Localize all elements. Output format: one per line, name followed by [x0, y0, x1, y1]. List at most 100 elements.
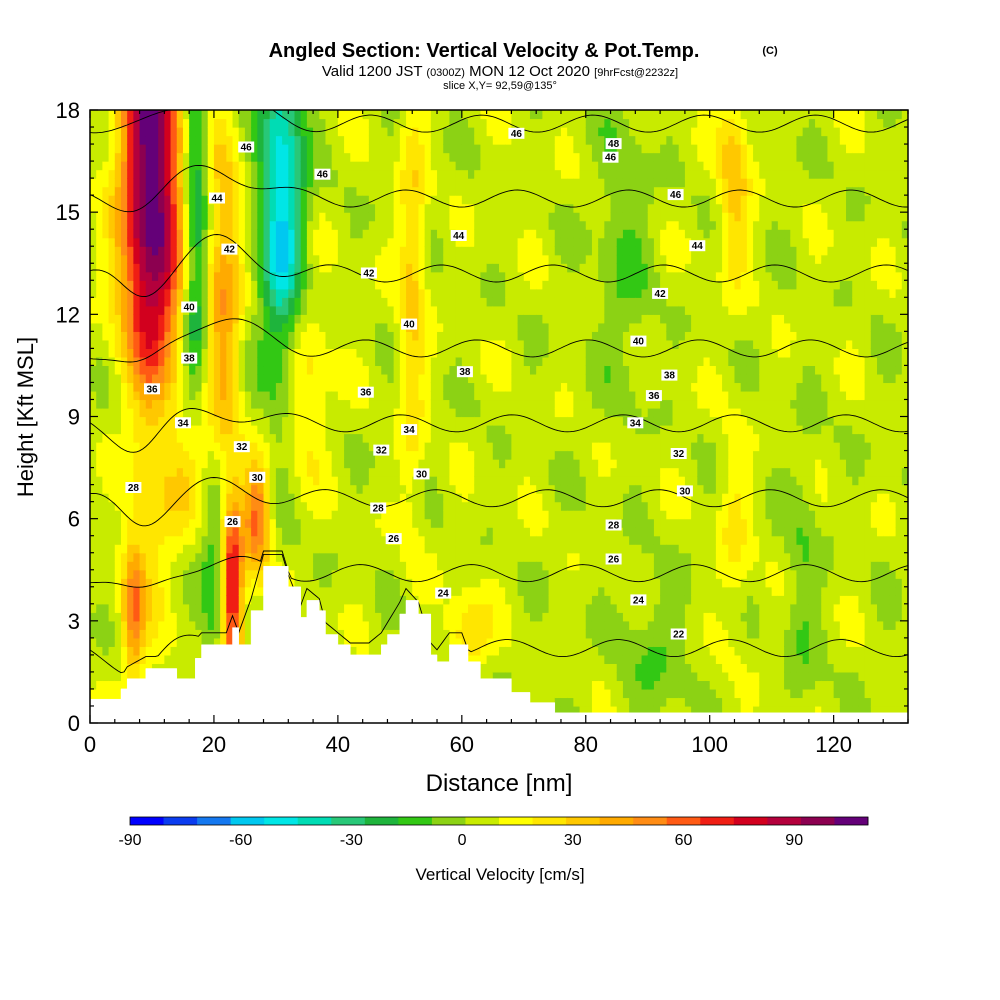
- velocity-cell: [213, 322, 221, 332]
- velocity-cell: [424, 348, 432, 358]
- velocity-cell: [238, 118, 246, 128]
- velocity-cell: [269, 161, 277, 171]
- velocity-cell: [505, 459, 512, 469]
- velocity-cell: [344, 612, 351, 622]
- velocity-cell: [350, 493, 358, 503]
- velocity-cell: [480, 646, 488, 656]
- velocity-cell: [375, 433, 382, 443]
- velocity-cell: [406, 552, 413, 562]
- velocity-cell: [480, 544, 488, 554]
- velocity-cell: [368, 450, 376, 460]
- velocity-cell: [294, 195, 302, 205]
- velocity-cell: [449, 407, 457, 418]
- velocity-cell: [424, 203, 432, 213]
- velocity-cell: [344, 356, 351, 367]
- velocity-cell: [145, 331, 153, 341]
- velocity-cell: [114, 382, 122, 392]
- velocity-cell: [145, 237, 153, 247]
- velocity-cell: [319, 527, 327, 537]
- velocity-cell: [294, 169, 302, 179]
- velocity-cell: [207, 237, 215, 247]
- velocity-cell: [393, 612, 401, 622]
- velocity-cell: [461, 552, 469, 562]
- velocity-cell: [238, 544, 246, 554]
- velocity-cell: [176, 586, 184, 596]
- velocity-cell: [443, 314, 451, 324]
- velocity-cell: [151, 663, 159, 673]
- velocity-cell: [381, 629, 389, 639]
- velocity-cell: [486, 493, 494, 503]
- velocity-cell: [437, 637, 444, 647]
- velocity-cell: [437, 348, 444, 358]
- velocity-cell: [375, 280, 382, 290]
- velocity-cell: [406, 186, 413, 196]
- velocity-cell: [412, 135, 420, 145]
- velocity-cell: [319, 161, 327, 171]
- velocity-cell: [257, 127, 265, 137]
- velocity-cell: [145, 637, 153, 647]
- velocity-cell: [151, 110, 159, 120]
- velocity-cell: [393, 195, 401, 205]
- velocity-cell: [226, 118, 234, 128]
- velocity-cell: [275, 527, 283, 537]
- velocity-cell: [517, 654, 525, 664]
- velocity-cell: [356, 186, 364, 196]
- velocity-cell: [139, 348, 147, 358]
- velocity-cell: [294, 527, 302, 537]
- velocity-cell: [387, 212, 395, 222]
- velocity-cell: [362, 459, 370, 469]
- velocity-cell: [145, 399, 153, 409]
- velocity-cell: [164, 535, 172, 545]
- velocity-cell: [492, 586, 500, 596]
- velocity-cell: [486, 535, 494, 545]
- velocity-cell: [393, 442, 401, 452]
- velocity-cell: [244, 237, 252, 247]
- velocity-cell: [430, 612, 438, 622]
- velocity-cell: [412, 339, 420, 349]
- velocity-cell: [437, 595, 444, 605]
- velocity-cell: [474, 305, 482, 315]
- velocity-cell: [468, 620, 475, 630]
- velocity-cell: [517, 680, 525, 690]
- velocity-cell: [213, 365, 221, 375]
- velocity-cell: [437, 203, 444, 213]
- velocity-cell: [350, 586, 358, 596]
- velocity-cell: [145, 161, 153, 171]
- velocity-cell: [213, 493, 221, 503]
- velocity-cell: [288, 433, 296, 443]
- velocity-cell: [151, 390, 159, 401]
- velocity-cell: [474, 493, 482, 503]
- velocity-cell: [226, 178, 234, 188]
- velocity-cell: [399, 390, 407, 401]
- velocity-cell: [102, 646, 110, 656]
- velocity-cell: [220, 212, 227, 222]
- velocity-cell: [362, 527, 370, 537]
- velocity-cell: [238, 220, 246, 230]
- velocity-cell: [399, 578, 407, 588]
- velocity-cell: [505, 305, 512, 315]
- velocity-cell: [325, 450, 333, 460]
- velocity-cell: [474, 271, 482, 281]
- velocity-cell: [331, 459, 339, 469]
- velocity-cell: [238, 569, 246, 579]
- velocity-cell: [238, 339, 246, 349]
- velocity-cell: [145, 646, 153, 656]
- velocity-cell: [319, 254, 327, 264]
- velocity-cell: [226, 331, 234, 341]
- velocity-cell: [331, 442, 339, 452]
- velocity-cell: [511, 407, 519, 418]
- velocity-cell: [387, 348, 395, 358]
- velocity-cell: [108, 288, 116, 298]
- velocity-cell: [114, 297, 122, 307]
- velocity-cell: [300, 433, 308, 443]
- velocity-cell: [120, 322, 128, 332]
- velocity-cell: [418, 535, 426, 545]
- velocity-cell: [480, 314, 488, 324]
- velocity-cell: [145, 280, 153, 290]
- velocity-cell: [511, 152, 519, 162]
- velocity-cell: [263, 305, 271, 315]
- velocity-cell: [474, 501, 482, 511]
- velocity-cell: [238, 612, 246, 622]
- velocity-cell: [474, 169, 482, 179]
- velocity-cell: [257, 288, 265, 298]
